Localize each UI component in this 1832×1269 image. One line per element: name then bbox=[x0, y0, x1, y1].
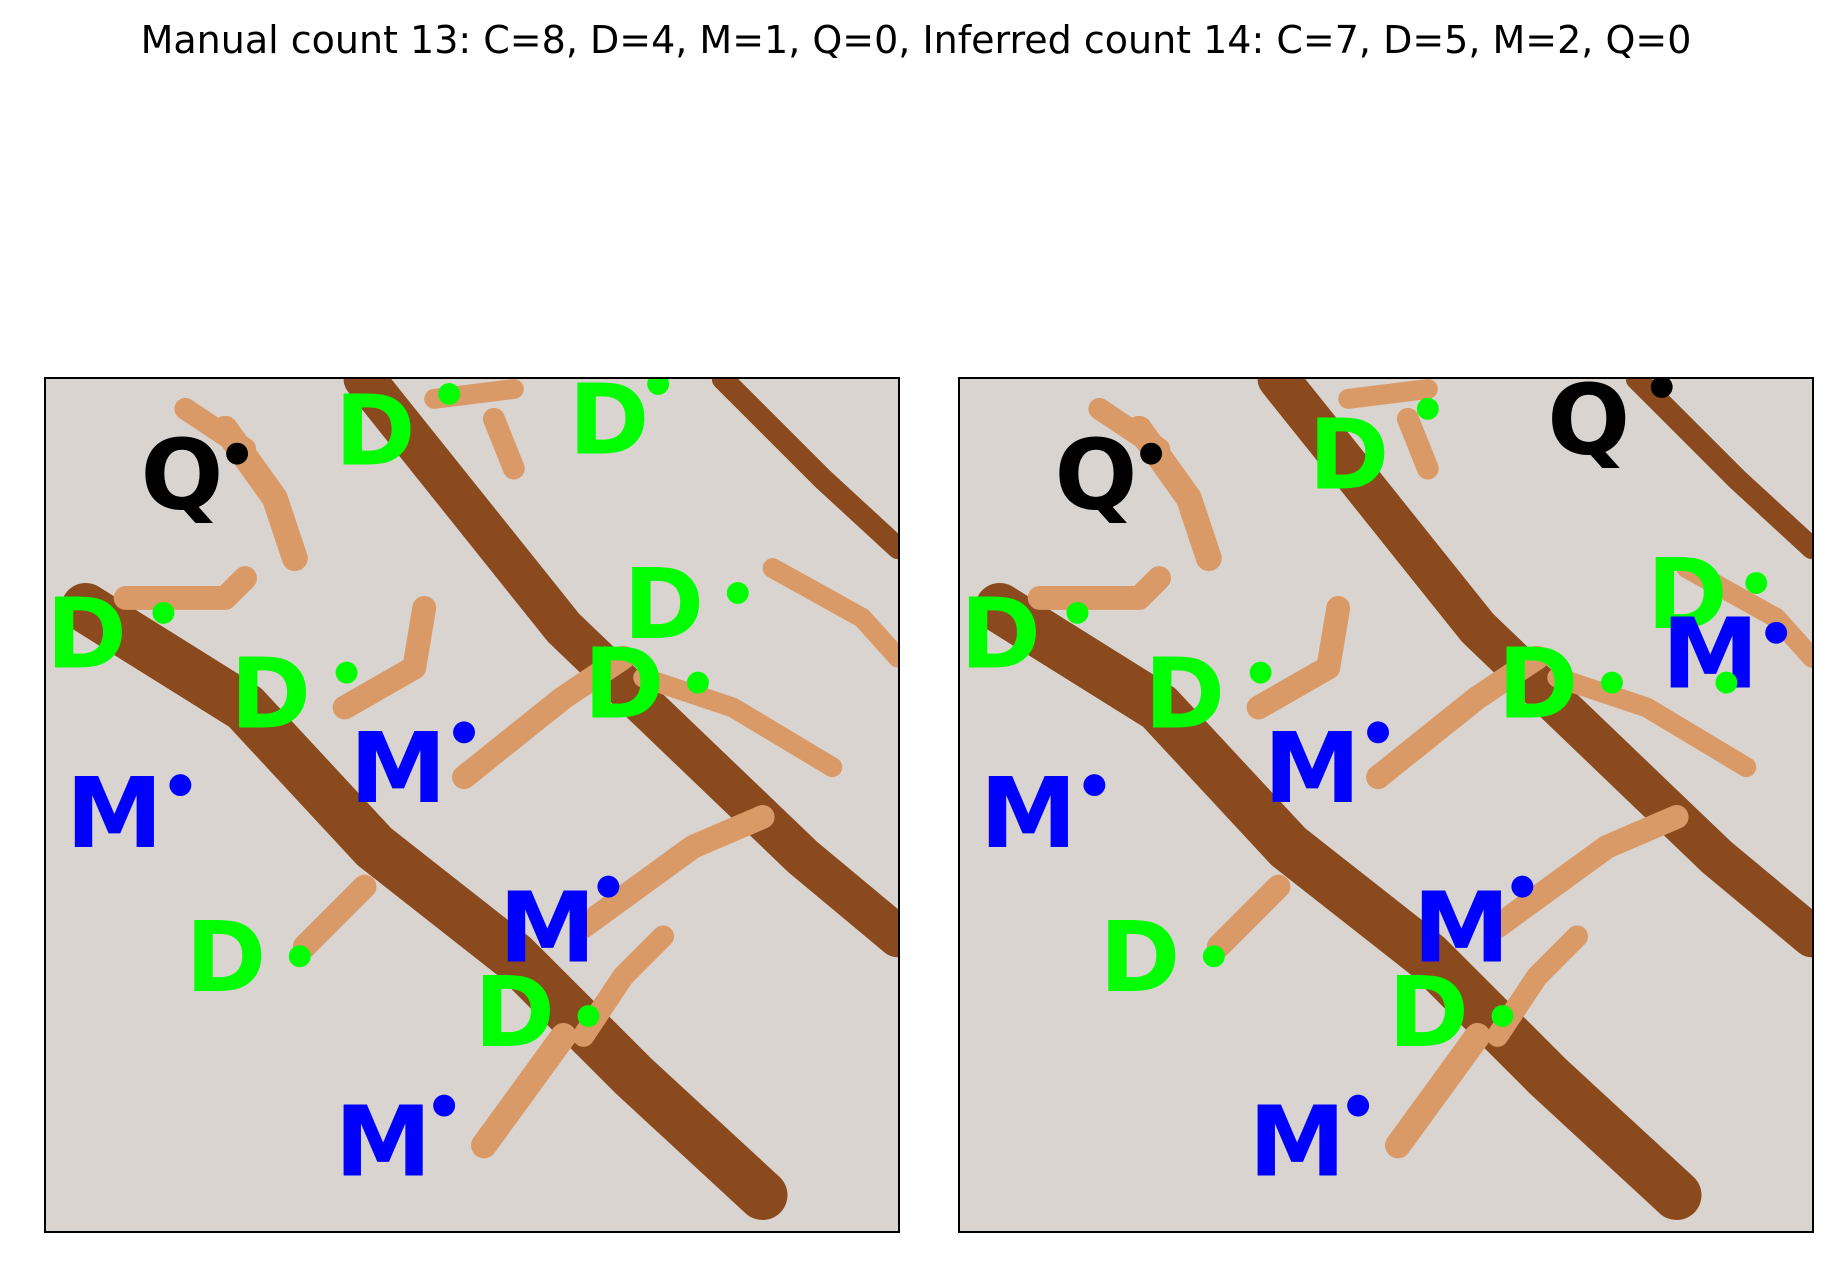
root-segment bbox=[1547, 667, 1757, 778]
annotation-label-M: M bbox=[1413, 871, 1510, 985]
annotation-label-M: M bbox=[335, 1085, 432, 1199]
annotation-dot-Q bbox=[226, 442, 249, 465]
root-segment bbox=[1625, 379, 1812, 560]
root-segment bbox=[482, 407, 525, 480]
annotation-label-Q: Q bbox=[1055, 418, 1138, 532]
root-segment bbox=[1206, 874, 1291, 959]
annotation-dot-D bbox=[1249, 661, 1272, 684]
annotation-dot-M bbox=[1347, 1094, 1370, 1117]
root-segment bbox=[174, 397, 257, 460]
annotation-label-D: D bbox=[583, 627, 664, 741]
annotation-dot-D bbox=[288, 945, 311, 968]
annotation-dot-D bbox=[152, 601, 175, 624]
root-segment bbox=[1338, 379, 1438, 409]
annotation-label-D: D bbox=[1099, 901, 1180, 1015]
root-segment bbox=[711, 379, 898, 560]
root-segment bbox=[762, 558, 898, 668]
annotation-dot-M bbox=[1765, 621, 1788, 644]
annotation-dot-D bbox=[438, 382, 461, 405]
annotation-dot-Q bbox=[1650, 379, 1673, 398]
annotation-label-M: M bbox=[980, 757, 1077, 871]
root-segment bbox=[974, 583, 1702, 1221]
root-segment bbox=[452, 645, 636, 790]
annotation-label-D: D bbox=[335, 379, 416, 489]
annotation-label-M: M bbox=[1264, 712, 1361, 826]
annotation-dot-D bbox=[577, 1005, 600, 1027]
root-segment bbox=[1385, 1022, 1491, 1159]
root-segment bbox=[113, 566, 258, 610]
root-segment bbox=[332, 595, 437, 720]
root-segment bbox=[1366, 645, 1550, 790]
annotation-label-D: D bbox=[46, 578, 127, 692]
annotation-dot-M bbox=[453, 721, 475, 744]
annotation-dot-D bbox=[647, 379, 670, 395]
annotation-label-D: D bbox=[569, 379, 650, 478]
annotation-dot-M bbox=[169, 774, 192, 797]
annotation-dot-D bbox=[726, 582, 749, 604]
root-segment bbox=[633, 667, 843, 778]
manual-count-text: Manual count 13: C=8, D=4, M=1, Q=0, bbox=[140, 18, 911, 62]
inferred-count-text: Inferred count 14: C=7, D=5, M=2, Q=0 bbox=[922, 18, 1692, 62]
root-segment bbox=[1257, 379, 1812, 958]
annotation-dot-Q bbox=[1140, 442, 1163, 465]
root-segment bbox=[292, 874, 377, 959]
annotation-label-D: D bbox=[1647, 538, 1728, 652]
annotation-label-D: D bbox=[185, 901, 266, 1015]
annotation-label-M: M bbox=[350, 712, 447, 826]
annotation-label-M: M bbox=[66, 757, 163, 871]
annotation-label-Q: Q bbox=[1547, 379, 1630, 478]
root-segment bbox=[1485, 805, 1689, 939]
root-segment bbox=[1027, 566, 1172, 610]
annotation-dot-D bbox=[1745, 572, 1768, 594]
annotation-dot-D bbox=[1715, 671, 1738, 694]
annotation-label-M: M bbox=[499, 871, 596, 985]
root-segment bbox=[60, 583, 788, 1221]
annotation-label-D: D bbox=[1308, 398, 1389, 512]
annotation-label-D: D bbox=[623, 548, 704, 662]
annotation-label-D: D bbox=[1144, 637, 1225, 751]
annotation-dot-D bbox=[1416, 397, 1439, 420]
annotation-label-Q: Q bbox=[141, 418, 224, 532]
figure-title: Manual count 13: C=8, D=4, M=1, Q=0, Inf… bbox=[0, 18, 1832, 62]
annotation-dot-M bbox=[433, 1094, 456, 1117]
root-segment bbox=[343, 379, 898, 958]
annotation-dot-M bbox=[1511, 875, 1534, 898]
annotation-label-D: D bbox=[474, 956, 555, 1070]
root-segment bbox=[1246, 595, 1351, 720]
root-segment bbox=[1396, 407, 1439, 480]
annotation-label-D: D bbox=[1497, 627, 1578, 741]
annotation-label-M: M bbox=[1662, 598, 1759, 712]
root-segment bbox=[1676, 558, 1812, 668]
annotation-dot-D bbox=[335, 661, 358, 684]
annotation-dot-D bbox=[686, 671, 709, 694]
annotation-dot-D bbox=[1066, 601, 1089, 624]
root-segment bbox=[471, 1022, 577, 1159]
annotation-label-D: D bbox=[960, 578, 1041, 692]
root-segment bbox=[1088, 397, 1171, 460]
annotation-dot-D bbox=[1600, 671, 1623, 694]
root-segment bbox=[571, 805, 775, 939]
annotation-label-D: D bbox=[1388, 956, 1469, 1070]
annotation-label-D: D bbox=[230, 637, 311, 751]
annotation-dot-D bbox=[1202, 945, 1225, 968]
annotation-dot-D bbox=[1491, 1005, 1514, 1027]
annotation-dot-M bbox=[597, 875, 620, 898]
annotation-dot-M bbox=[1083, 774, 1106, 797]
annotation-label-M: M bbox=[1249, 1085, 1346, 1199]
annotation-dot-M bbox=[1367, 721, 1389, 744]
